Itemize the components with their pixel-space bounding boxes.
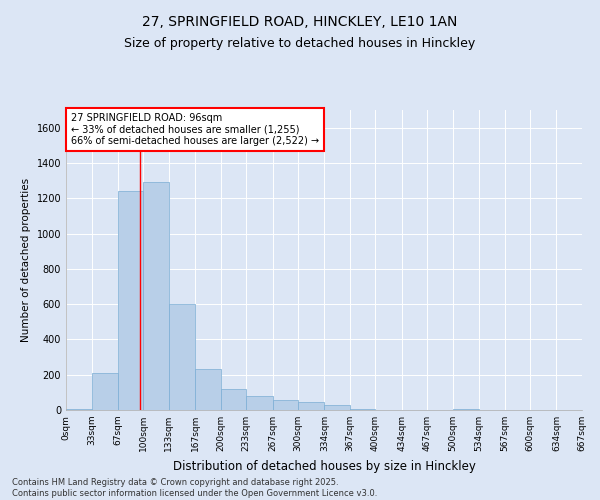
Bar [195, 370, 221, 410]
Bar [221, 389, 246, 410]
Text: Contains HM Land Registry data © Crown copyright and database right 2025.
Contai: Contains HM Land Registry data © Crown c… [12, 478, 377, 498]
Bar [453, 409, 479, 410]
Bar [350, 409, 376, 410]
Bar [118, 191, 143, 410]
Text: Size of property relative to detached houses in Hinckley: Size of property relative to detached ho… [124, 38, 476, 51]
Bar [272, 400, 298, 410]
X-axis label: Distribution of detached houses by size in Hinckley: Distribution of detached houses by size … [173, 460, 475, 472]
Bar [298, 402, 325, 410]
Bar [143, 182, 169, 410]
Bar [325, 404, 350, 410]
Bar [246, 396, 272, 410]
Bar [92, 373, 118, 410]
Text: 27, SPRINGFIELD ROAD, HINCKLEY, LE10 1AN: 27, SPRINGFIELD ROAD, HINCKLEY, LE10 1AN [142, 15, 458, 29]
Bar [169, 304, 195, 410]
Bar [66, 409, 92, 410]
Y-axis label: Number of detached properties: Number of detached properties [21, 178, 31, 342]
Text: 27 SPRINGFIELD ROAD: 96sqm
← 33% of detached houses are smaller (1,255)
66% of s: 27 SPRINGFIELD ROAD: 96sqm ← 33% of deta… [71, 113, 319, 146]
